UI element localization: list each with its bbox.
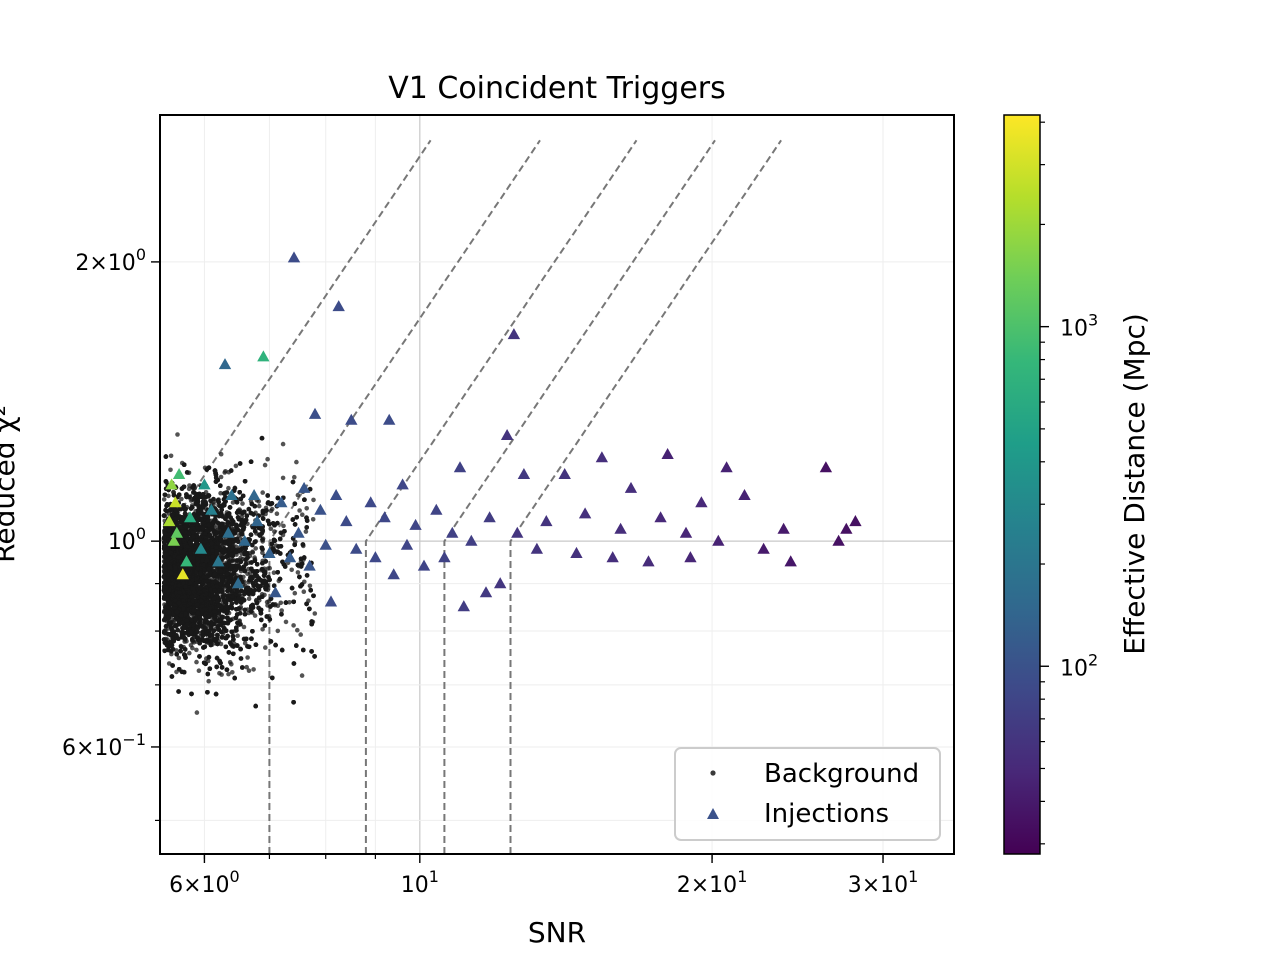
background-point	[260, 627, 265, 632]
background-point	[272, 529, 277, 534]
background-point	[206, 678, 211, 684]
background-point	[291, 623, 296, 628]
background-point	[280, 441, 286, 447]
background-point	[281, 523, 286, 529]
background-point	[287, 600, 292, 605]
threshold-curve	[268, 139, 541, 854]
background-point	[186, 486, 192, 492]
background-point	[311, 497, 316, 503]
background-point	[252, 613, 258, 618]
background-point	[188, 498, 194, 503]
background-point	[253, 546, 258, 551]
background-point	[235, 633, 240, 638]
background-point	[310, 517, 316, 522]
background-point	[246, 668, 252, 673]
background-point	[256, 503, 262, 509]
background-point	[269, 506, 275, 512]
background-point	[166, 661, 172, 666]
background-point	[297, 508, 302, 513]
background-point	[179, 496, 184, 502]
background-point	[218, 474, 224, 480]
background-point	[218, 490, 223, 496]
background-point	[246, 596, 252, 601]
background-point	[300, 512, 305, 517]
background-point	[275, 628, 281, 634]
background-point	[217, 670, 222, 676]
background-point	[194, 647, 199, 653]
background-point	[168, 467, 173, 473]
background-point	[299, 673, 305, 678]
background-point	[230, 670, 235, 675]
background-point	[194, 710, 200, 715]
background-point	[233, 463, 239, 469]
background-point	[245, 655, 250, 660]
chart-title: V1 Coincident Triggers	[388, 71, 726, 106]
threshold-curve	[364, 139, 638, 854]
background-point	[265, 456, 270, 462]
background-point	[307, 583, 313, 589]
grid-lines	[160, 115, 954, 854]
background-point	[260, 490, 266, 495]
background-point	[176, 655, 182, 661]
background-point	[280, 475, 286, 481]
background-point	[294, 459, 299, 465]
background-point	[251, 667, 256, 672]
background-point	[256, 499, 262, 504]
background-point	[295, 627, 300, 633]
threshold-curve	[160, 139, 432, 854]
threshold-curve	[509, 139, 782, 854]
background-point	[226, 485, 231, 491]
threshold-curves	[160, 139, 782, 854]
background-point	[188, 643, 194, 648]
background-point	[312, 611, 318, 616]
background-point	[279, 608, 285, 613]
background-point	[242, 640, 248, 646]
background-point	[301, 589, 307, 594]
background-point	[175, 432, 180, 437]
background-point	[298, 632, 304, 637]
background-point	[241, 624, 247, 630]
background-point	[250, 550, 256, 555]
background-point	[244, 664, 249, 670]
background-point	[263, 645, 268, 650]
background-point	[292, 590, 298, 596]
background-point	[240, 501, 245, 506]
background-point	[168, 453, 174, 459]
background-point	[295, 492, 301, 498]
background-point	[262, 462, 268, 468]
background-point	[196, 668, 202, 673]
background-point	[295, 570, 301, 575]
background-point	[304, 506, 310, 511]
background-point	[289, 567, 295, 573]
background-point	[303, 529, 309, 534]
background-point	[265, 566, 271, 571]
background-point	[260, 550, 265, 556]
background-point	[283, 619, 289, 625]
background-point	[161, 497, 167, 502]
background-point	[166, 493, 171, 499]
background-point	[229, 662, 234, 667]
background-point	[187, 650, 192, 656]
background-point	[226, 671, 231, 677]
background-point	[222, 470, 227, 475]
background-point	[274, 511, 280, 516]
background-point	[194, 659, 199, 665]
background-point	[292, 474, 297, 480]
background-point	[275, 603, 281, 608]
threshold-curve	[443, 139, 716, 854]
background-point	[271, 570, 277, 575]
background-point	[278, 600, 284, 606]
background-point	[268, 526, 274, 531]
background-point	[218, 451, 224, 457]
